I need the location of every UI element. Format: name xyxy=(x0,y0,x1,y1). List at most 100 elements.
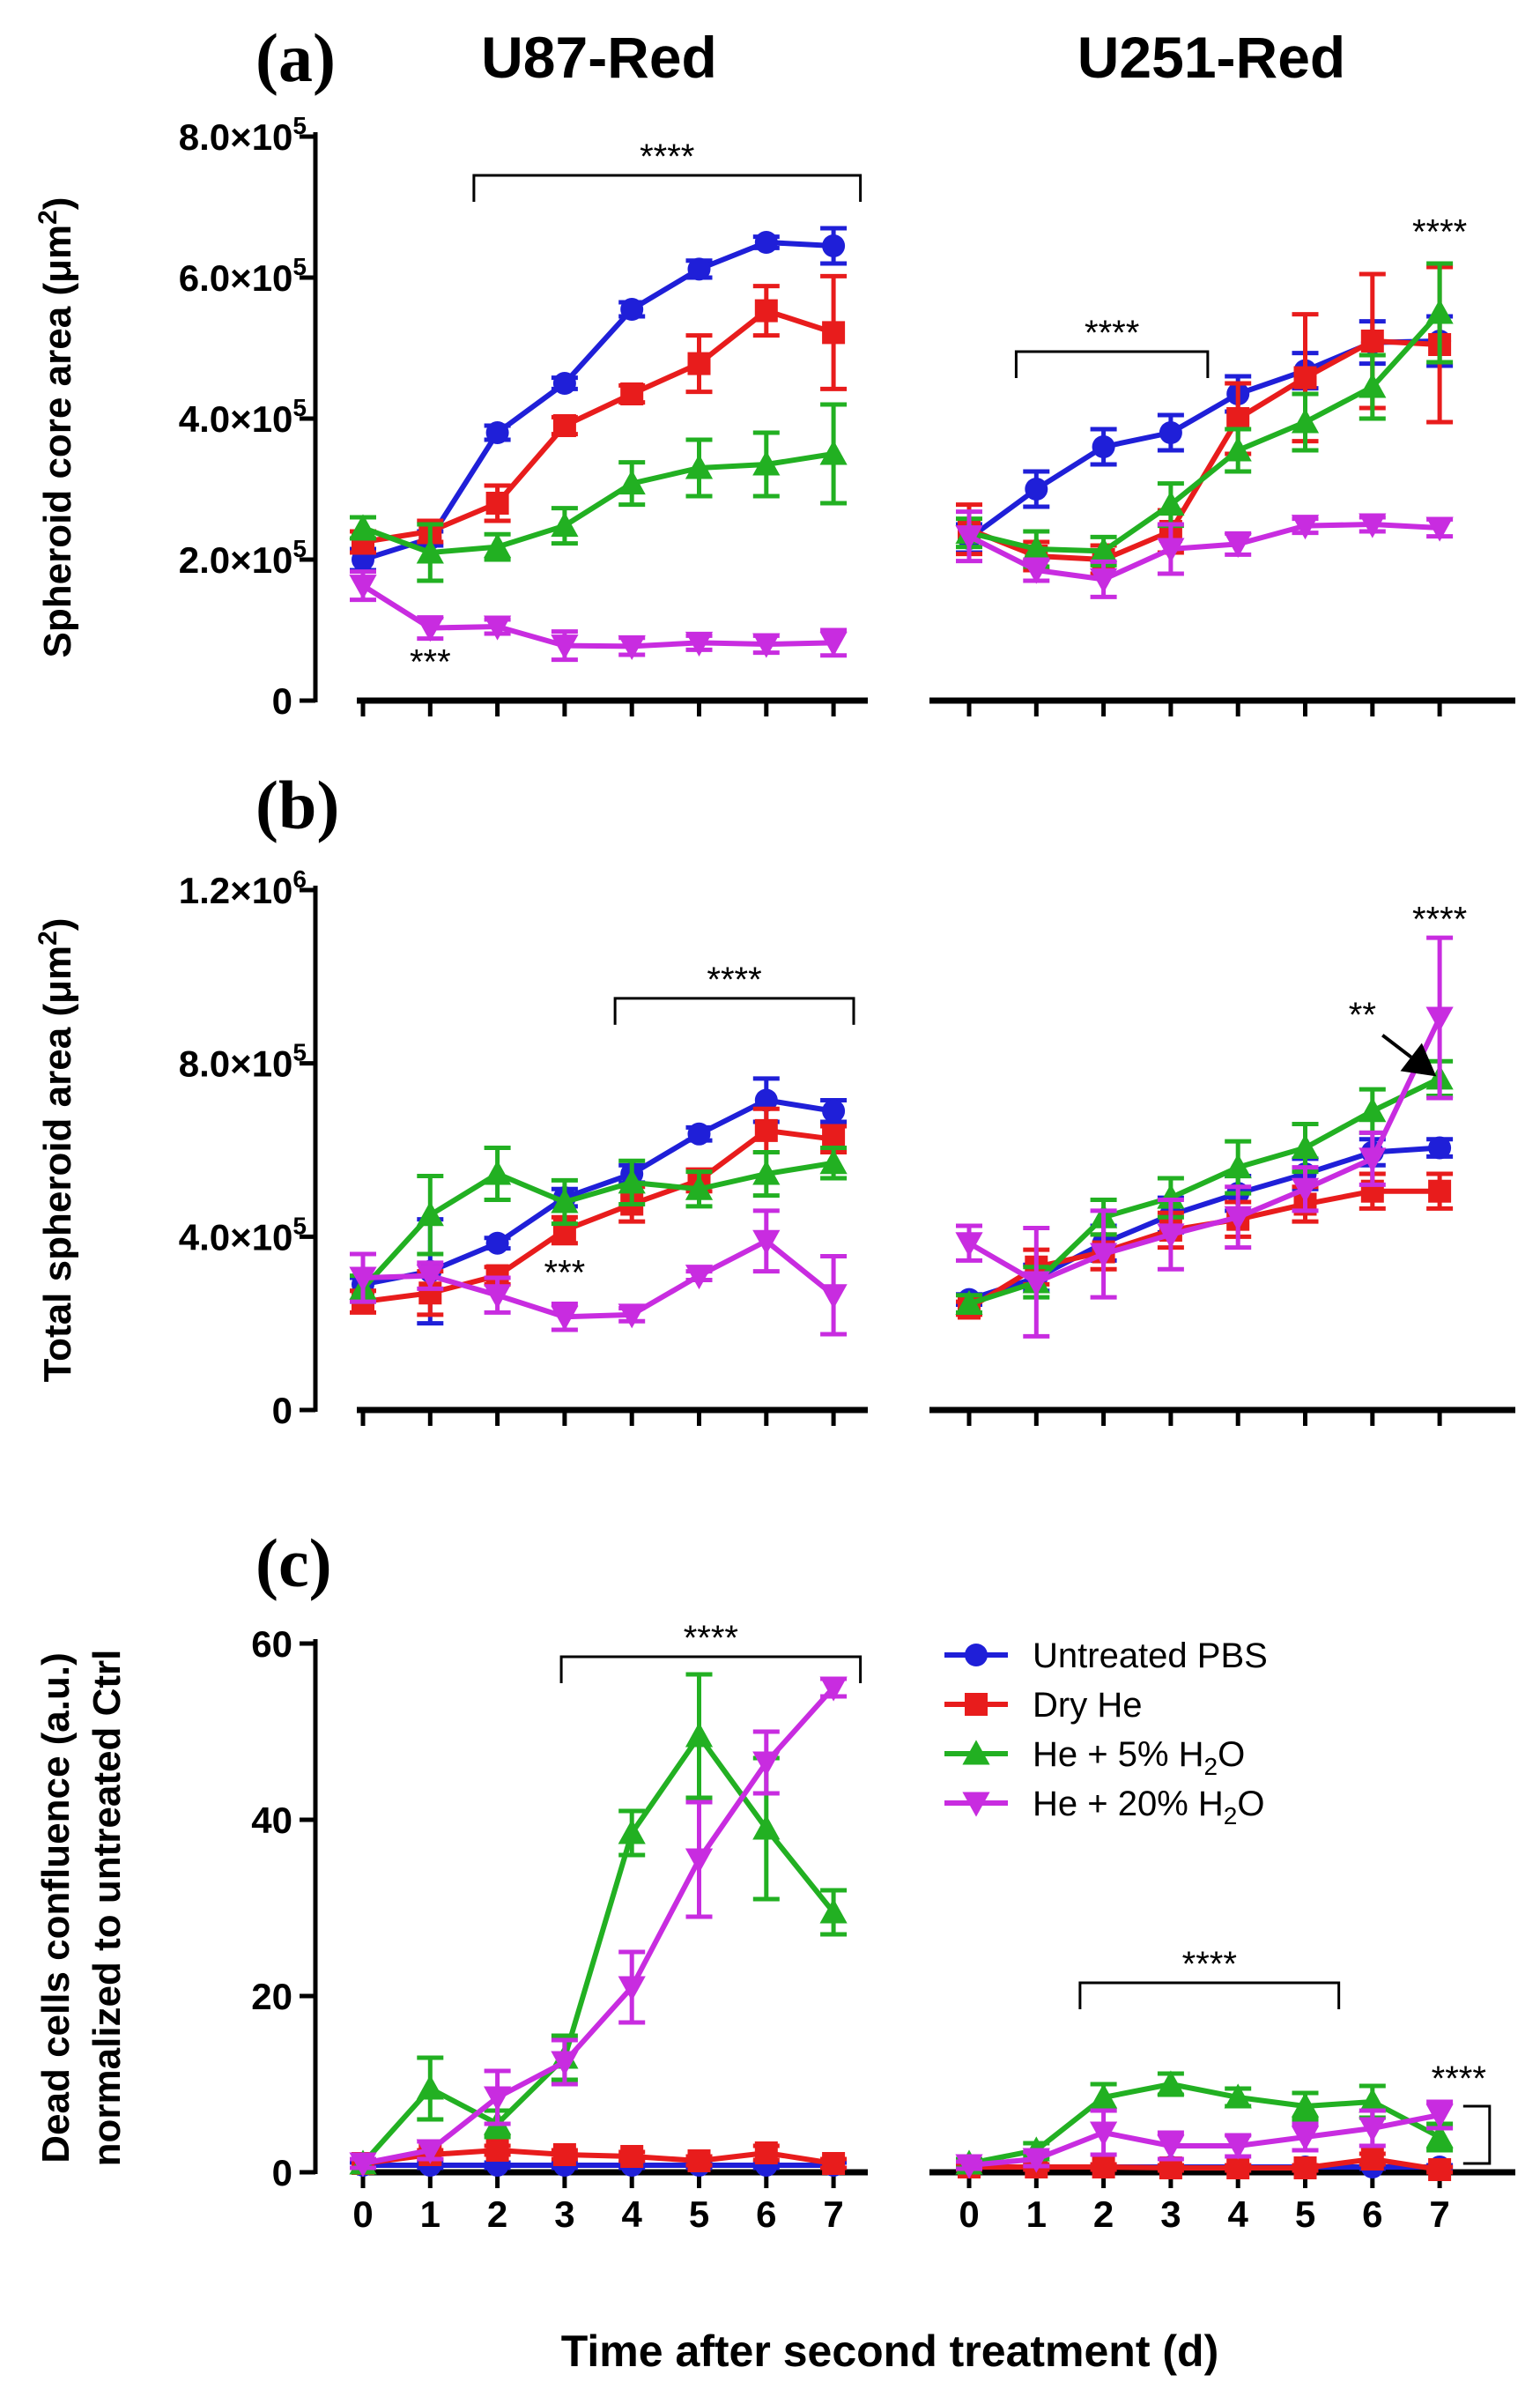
data-point xyxy=(752,1229,781,1255)
x-tick-label: 3 xyxy=(1160,2193,1181,2235)
data-point xyxy=(620,298,644,321)
data-point xyxy=(1092,2156,1115,2178)
data-point xyxy=(685,631,714,657)
x-tick-label: 7 xyxy=(823,2193,843,2235)
data-point xyxy=(1425,299,1454,324)
data-point xyxy=(754,2141,778,2164)
data-point xyxy=(752,1814,781,1840)
data-point xyxy=(685,1265,714,1290)
data-point xyxy=(1425,516,1454,542)
series-he20 xyxy=(955,509,1454,599)
panel-a-group-u251-title: U251-Red xyxy=(1077,25,1345,90)
legend-item-he5: He + 5% H2O xyxy=(944,1735,1245,1780)
data-point xyxy=(1425,1006,1454,1032)
significance-label: *** xyxy=(544,1253,586,1292)
data-point xyxy=(955,525,983,551)
data-point xyxy=(551,1305,579,1331)
x-tick-label: 2 xyxy=(487,2193,507,2235)
significance-label: **** xyxy=(1412,213,1467,252)
data-point xyxy=(822,2152,846,2175)
x-tick-label: 3 xyxy=(554,2193,574,2235)
data-point xyxy=(754,231,778,254)
series-line xyxy=(360,1160,834,1291)
series-line xyxy=(968,310,1442,554)
series-dry xyxy=(350,273,848,555)
data-point xyxy=(416,2074,444,2100)
data-point xyxy=(1359,1097,1387,1123)
data-point xyxy=(1291,1177,1320,1203)
data-point xyxy=(1224,2134,1252,2160)
legend-item-he20: He + 20% H2O xyxy=(944,1785,1264,1829)
y-tick-label: 40 xyxy=(251,1800,292,1841)
data-point xyxy=(1360,2148,1384,2171)
data-point xyxy=(687,352,711,375)
data-point xyxy=(1226,407,1250,430)
data-point xyxy=(1090,2083,1118,2109)
data-point xyxy=(349,2152,377,2178)
data-point xyxy=(1224,532,1252,558)
legend-item-dry: Dry He xyxy=(944,1686,1142,1725)
panel-b-label: (b) xyxy=(255,767,339,843)
legend-marker xyxy=(962,1792,990,1817)
data-point xyxy=(819,631,848,657)
data-point xyxy=(1226,2156,1250,2179)
data-point xyxy=(1022,535,1050,560)
data-point xyxy=(1293,2156,1317,2179)
data-point xyxy=(1157,491,1185,516)
data-point xyxy=(1157,2070,1185,2096)
group-U87-Red: ******* xyxy=(349,961,868,1426)
data-point xyxy=(620,2145,644,2168)
data-point xyxy=(1224,436,1252,462)
data-point xyxy=(1359,2088,1387,2113)
series-he20 xyxy=(349,1208,848,1337)
series-he5 xyxy=(955,261,1454,569)
series-he20 xyxy=(955,935,1454,1339)
legend-label: He + 20% H2O xyxy=(1033,1785,1264,1829)
data-point xyxy=(1360,330,1384,352)
panel-1-plot: 0 4.0×105 8.0×105 1.2×106 Total spheroid are… xyxy=(33,865,1515,1431)
y-tick-label: 8.0×105 xyxy=(179,112,307,158)
significance-label: **** xyxy=(1412,901,1467,939)
data-point xyxy=(416,538,444,564)
data-point xyxy=(1157,538,1185,563)
data-point xyxy=(685,454,714,479)
series-he20 xyxy=(955,2099,1454,2179)
data-point xyxy=(822,321,846,345)
data-point xyxy=(685,1175,714,1200)
x-tick-label: 1 xyxy=(420,2193,441,2235)
y-axis-label-line2: normalized to untreated Ctrl xyxy=(85,1650,129,2167)
data-point xyxy=(1291,408,1320,434)
significance-bracket xyxy=(1462,2104,1492,2165)
data-point xyxy=(1425,2123,1454,2148)
data-point xyxy=(1090,2121,1118,2147)
series-he20 xyxy=(349,1676,848,2178)
data-point xyxy=(484,533,512,559)
legend-label: Dry He xyxy=(1033,1686,1142,1725)
y-tick-label: 20 xyxy=(251,1976,292,2017)
data-point xyxy=(1291,2092,1320,2118)
group-U87-Red: ******* xyxy=(349,137,868,716)
y-tick-label: 2.0×105 xyxy=(179,535,307,581)
data-point xyxy=(484,1284,512,1310)
data-point xyxy=(819,1284,848,1310)
data-point xyxy=(1157,1223,1185,1249)
y-axis-label: Total spheroid area (μm2) xyxy=(33,918,79,1383)
data-point xyxy=(551,634,579,660)
data-point xyxy=(618,470,646,495)
y-tick-label: 0 xyxy=(272,1390,292,1431)
data-point xyxy=(819,440,848,465)
data-point xyxy=(1293,366,1317,390)
data-point xyxy=(1022,1271,1050,1296)
data-point xyxy=(1157,2134,1185,2160)
data-point xyxy=(1224,1154,1252,1179)
series-line xyxy=(968,2082,1441,2166)
data-point xyxy=(752,633,781,658)
data-point xyxy=(349,575,377,600)
data-point xyxy=(552,414,576,437)
x-tick-label: 4 xyxy=(1228,2193,1249,2235)
data-point xyxy=(687,2149,711,2172)
y-tick-label: 8.0×105 xyxy=(179,1039,307,1085)
data-point xyxy=(1159,421,1182,444)
panel-0-plot: 0 2.0×105 4.0×105 6.0×105 8.0×105 Spheroid co… xyxy=(33,112,1515,722)
